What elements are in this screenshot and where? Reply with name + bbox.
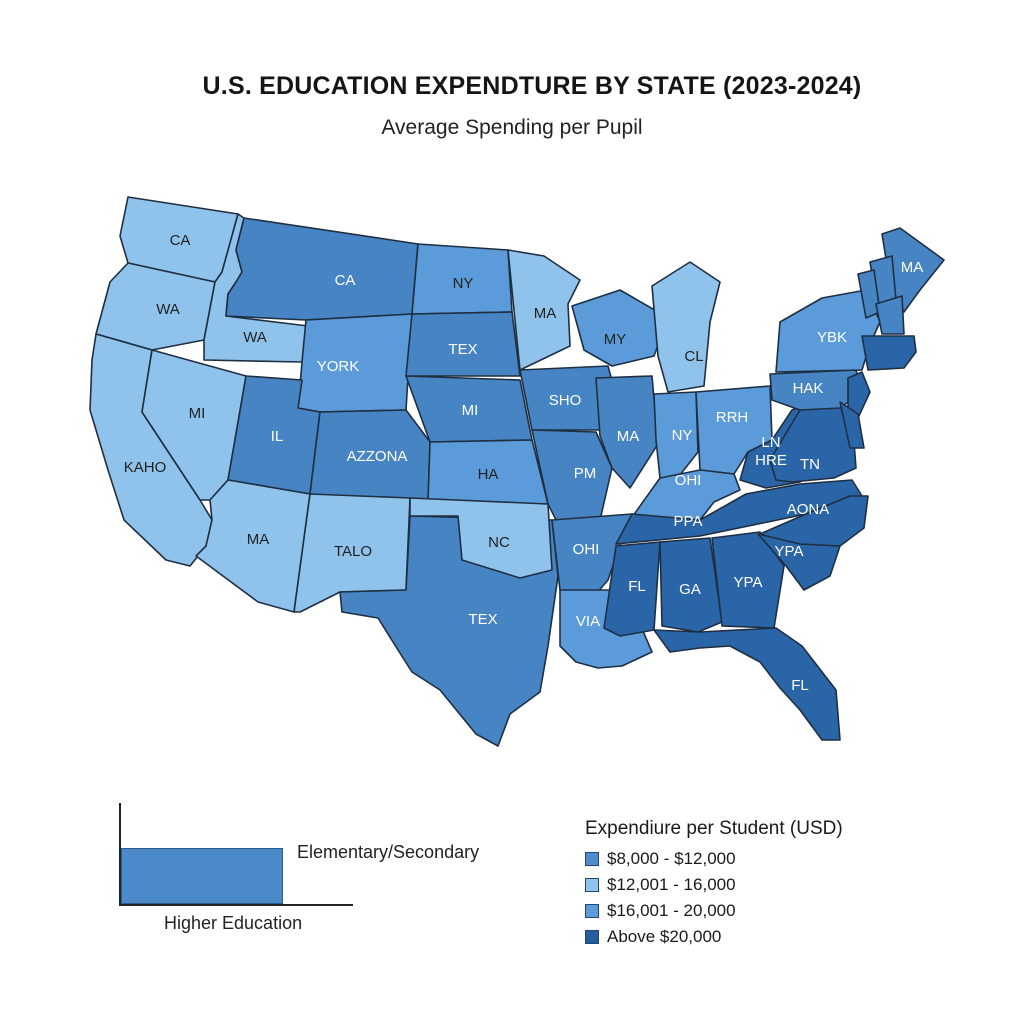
- state-label: NY: [672, 427, 693, 444]
- state-label: HRE: [755, 452, 787, 469]
- state-shape: [225, 217, 419, 321]
- legend-item: $12,001 - 16,000: [585, 872, 843, 898]
- state-label: CA: [335, 272, 356, 289]
- state-shape: [603, 541, 661, 637]
- state-label: YORK: [317, 358, 360, 375]
- state-label: PPA: [674, 513, 703, 530]
- legend-label: Above $20,000: [607, 927, 722, 946]
- state-label: YPA: [775, 543, 804, 560]
- state-label: HAK: [793, 380, 824, 397]
- state-label: MI: [462, 402, 479, 419]
- bar-key-bar: [121, 848, 283, 904]
- state-label: NC: [488, 534, 510, 551]
- state-label: TEX: [468, 611, 497, 628]
- state-label: CL: [684, 348, 703, 365]
- state-label: WA: [243, 329, 267, 346]
- bar-key-elementary-label: Elementary/Secondary: [297, 842, 480, 862]
- legend-swatch: [585, 852, 599, 866]
- state-shape: [659, 537, 723, 633]
- state-label: AZZONA: [347, 448, 408, 465]
- legend-swatch: [585, 878, 599, 892]
- state-label: NY: [453, 275, 474, 292]
- state-label: CA: [170, 232, 191, 249]
- state-label: VIA: [576, 613, 600, 630]
- state-label: WA: [156, 301, 180, 318]
- state-label: SHO: [549, 392, 582, 409]
- bar-key-axis-horizontal: [119, 904, 353, 906]
- state-label: MA: [901, 259, 924, 276]
- state-shape: [775, 289, 881, 373]
- state-label: KAHO: [124, 459, 167, 476]
- state-shape: [875, 295, 905, 335]
- state-shape: [651, 261, 721, 393]
- state-label: MY: [604, 331, 627, 348]
- state-shape: [615, 479, 863, 545]
- state-shape: [653, 627, 841, 741]
- legend-label: $8,000 - $12,000: [607, 849, 736, 868]
- state-label: PM: [574, 465, 597, 482]
- state-shape: [409, 497, 553, 579]
- state-label: TN: [800, 456, 820, 473]
- state-label: FL: [628, 578, 646, 595]
- state-label: YBK: [817, 329, 847, 346]
- legend-title: Expendiure per Student (USD): [585, 818, 843, 839]
- map-title: U.S. EDUCATION EXPENDTURE BY STATE (2023…: [202, 72, 862, 100]
- state-label: FL: [791, 677, 809, 694]
- state-label: HA: [478, 466, 499, 483]
- state-shape: [405, 311, 521, 377]
- bar-key-axis-vertical: [119, 803, 121, 906]
- state-label: YPA: [734, 574, 763, 591]
- state-label: TALO: [334, 543, 372, 560]
- legend: Expendiure per Student (USD) $8,000 - $1…: [585, 818, 843, 950]
- state-label: MA: [247, 531, 270, 548]
- state-shape: [711, 531, 785, 629]
- legend-item: Above $20,000: [585, 924, 843, 950]
- state-shape: [861, 335, 917, 371]
- state-label: LN: [761, 434, 780, 451]
- legend-label: $16,001 - 20,000: [607, 901, 736, 920]
- state-shape: [847, 371, 871, 419]
- state-label: RRH: [716, 409, 749, 426]
- state-label: OHI: [675, 472, 702, 489]
- legend-swatch: [585, 930, 599, 944]
- legend-item: $16,001 - 20,000: [585, 898, 843, 924]
- legend-swatch: [585, 904, 599, 918]
- state-label: TEX: [448, 341, 477, 358]
- state-shape: [839, 401, 865, 449]
- state-label: AONA: [787, 501, 830, 518]
- state-label: MI: [189, 405, 206, 422]
- legend-item: $8,000 - $12,000: [585, 846, 843, 872]
- bar-key-higher-ed-label: Higher Education: [164, 913, 303, 933]
- state-shape: [595, 375, 659, 489]
- state-label: GA: [679, 581, 701, 598]
- state-label: OHI: [573, 541, 600, 558]
- state-label: MA: [617, 428, 640, 445]
- state-label: MA: [534, 305, 557, 322]
- state-label: IL: [271, 428, 284, 445]
- legend-label: $12,001 - 16,000: [607, 875, 736, 894]
- state-shape: [757, 533, 841, 591]
- map-subtitle: Average Spending per Pupil: [381, 116, 643, 139]
